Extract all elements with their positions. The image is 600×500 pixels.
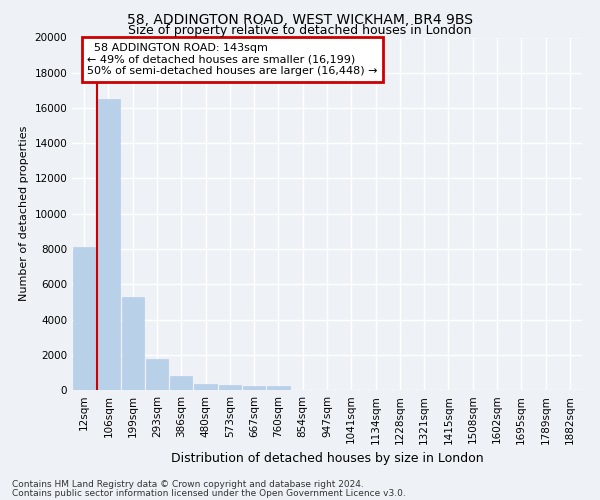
Bar: [218, 385, 241, 390]
Text: Size of property relative to detached houses in London: Size of property relative to detached ho…: [128, 24, 472, 37]
Text: Contains public sector information licensed under the Open Government Licence v3: Contains public sector information licen…: [12, 488, 406, 498]
Bar: [170, 376, 193, 390]
Bar: [243, 386, 265, 390]
Bar: [146, 359, 168, 390]
Text: Contains HM Land Registry data © Crown copyright and database right 2024.: Contains HM Land Registry data © Crown c…: [12, 480, 364, 489]
Text: 58 ADDINGTON ROAD: 143sqm
← 49% of detached houses are smaller (16,199)
50% of s: 58 ADDINGTON ROAD: 143sqm ← 49% of detac…: [88, 43, 378, 76]
Bar: [73, 247, 95, 390]
Bar: [267, 386, 290, 390]
Bar: [97, 99, 119, 390]
Text: 58, ADDINGTON ROAD, WEST WICKHAM, BR4 9BS: 58, ADDINGTON ROAD, WEST WICKHAM, BR4 9B…: [127, 12, 473, 26]
Bar: [122, 296, 144, 390]
Bar: [194, 384, 217, 390]
Y-axis label: Number of detached properties: Number of detached properties: [19, 126, 29, 302]
X-axis label: Distribution of detached houses by size in London: Distribution of detached houses by size …: [170, 452, 484, 465]
